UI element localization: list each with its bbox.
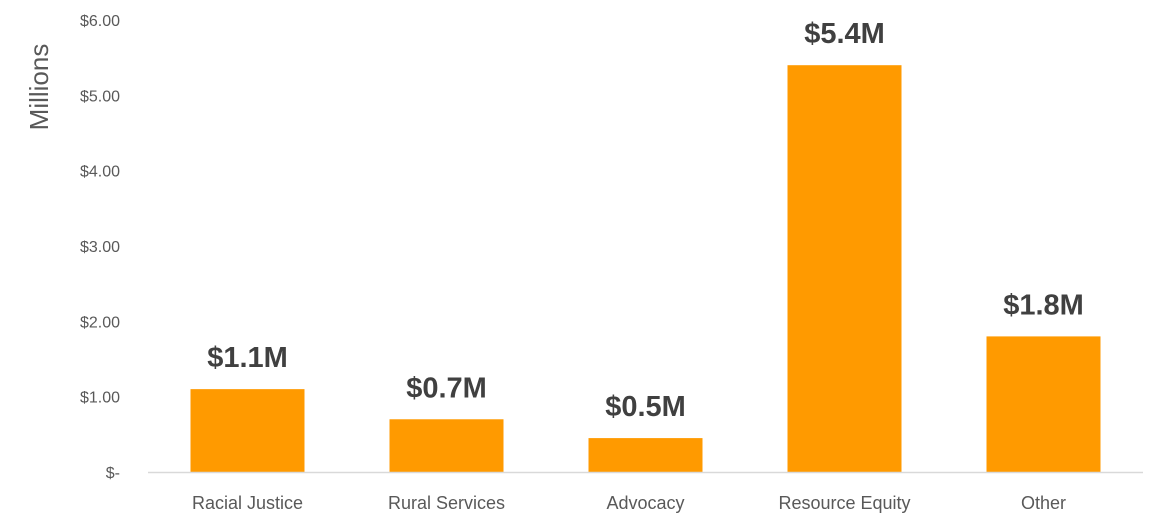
data-label: $5.4M xyxy=(804,18,885,50)
x-tick-label: Racial Justice xyxy=(192,493,303,513)
data-label: $1.1M xyxy=(207,342,288,374)
data-label: $1.8M xyxy=(1003,289,1084,321)
x-tick-label: Resource Equity xyxy=(778,493,910,513)
bar xyxy=(191,389,305,472)
bar xyxy=(788,65,902,472)
y-tick-label: $- xyxy=(106,465,120,482)
x-tick-label: Other xyxy=(1021,493,1066,513)
y-tick-label: $3.00 xyxy=(80,239,120,256)
x-tick-label: Rural Services xyxy=(388,493,505,513)
y-tick-label: $2.00 xyxy=(80,314,120,331)
data-labels: $1.1M $0.7M $0.5M $5.4M $1.8M xyxy=(207,18,1084,423)
y-tick-label: $4.00 xyxy=(80,164,120,181)
y-tick-label: $5.00 xyxy=(80,88,120,105)
y-tick-label: $1.00 xyxy=(80,390,120,407)
x-tick-label: Advocacy xyxy=(606,493,684,513)
data-label: $0.7M xyxy=(406,372,487,404)
y-axis-ticks: $- $1.00 $2.00 $3.00 $4.00 $5.00 $6.00 xyxy=(80,13,120,482)
y-tick-label: $6.00 xyxy=(80,13,120,30)
bar xyxy=(987,336,1101,472)
x-axis-ticks: Racial Justice Rural Services Advocacy Reso… xyxy=(192,493,1066,513)
bar xyxy=(589,438,703,472)
y-axis-label: Millions xyxy=(24,44,54,131)
data-label: $0.5M xyxy=(605,391,686,423)
bar xyxy=(390,419,504,472)
